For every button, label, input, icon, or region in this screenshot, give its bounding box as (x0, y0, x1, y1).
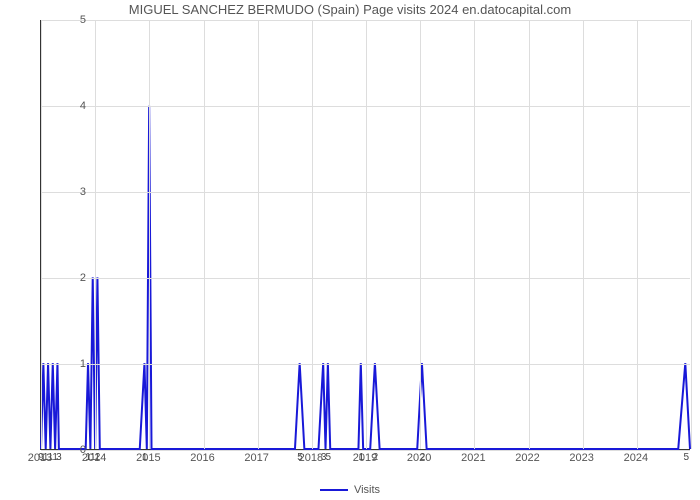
gridline-v (258, 20, 259, 449)
gridline-v (204, 20, 205, 449)
gridline-v (583, 20, 584, 449)
gridline-v (420, 20, 421, 449)
gridline-v (474, 20, 475, 449)
chart-title: MIGUEL SANCHEZ BERMUDO (Spain) Page visi… (0, 2, 700, 17)
legend-swatch (320, 489, 348, 491)
gridline-v (312, 20, 313, 449)
gridline-v (529, 20, 530, 449)
xtick-label: 2013 (28, 452, 52, 464)
xtick-label: 2024 (624, 452, 648, 464)
legend-label: Visits (354, 484, 380, 496)
xtick-label: 2023 (569, 452, 593, 464)
ytick-label: 1 (56, 358, 86, 370)
gridline-v (691, 20, 692, 449)
gridline-v (95, 20, 96, 449)
xtick-label: 2017 (244, 452, 268, 464)
xtick-label: 2018 (299, 452, 323, 464)
ytick-label: 3 (56, 186, 86, 198)
plot-area: 9111311215351225 (40, 20, 690, 450)
xtick-label: 2019 (353, 452, 377, 464)
data-label: 5 (684, 452, 690, 463)
ytick-label: 5 (56, 14, 86, 26)
chart-container: MIGUEL SANCHEZ BERMUDO (Spain) Page visi… (0, 0, 700, 500)
gridline-v (149, 20, 150, 449)
gridline-v (41, 20, 42, 449)
gridline-h (41, 450, 690, 451)
xtick-label: 2016 (190, 452, 214, 464)
legend: Visits (0, 484, 700, 496)
gridline-v (366, 20, 367, 449)
xtick-label: 2015 (136, 452, 160, 464)
xtick-label: 2022 (515, 452, 539, 464)
xtick-label: 2020 (407, 452, 431, 464)
data-label: 5 (326, 452, 332, 463)
gridline-v (637, 20, 638, 449)
ytick-label: 4 (56, 100, 86, 112)
xtick-label: 2014 (82, 452, 106, 464)
ytick-label: 2 (56, 272, 86, 284)
xtick-label: 2021 (461, 452, 485, 464)
